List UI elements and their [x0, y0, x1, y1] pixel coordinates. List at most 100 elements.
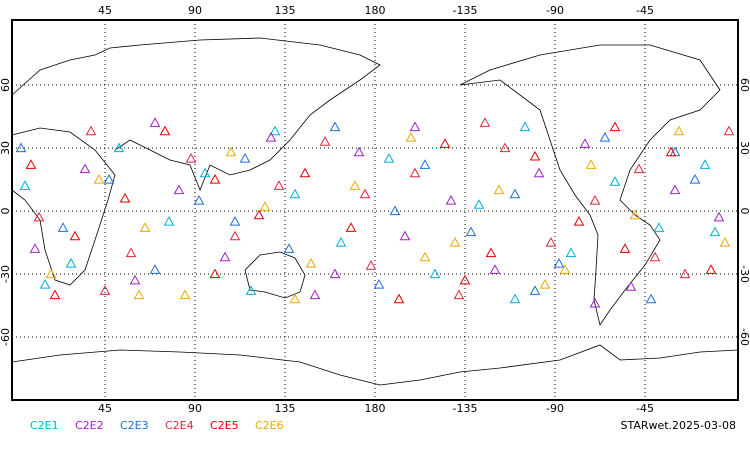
- coastlines: [11, 37, 739, 386]
- triangle-marker: [219, 251, 231, 262]
- x-tick-label-bottom: 180: [365, 402, 386, 415]
- triangle-marker: [609, 176, 621, 186]
- footer: STARwet.2025-03-08: [620, 419, 736, 432]
- triangle-marker: [673, 125, 685, 136]
- triangle-marker: [409, 121, 421, 132]
- triangle-marker: [289, 293, 301, 304]
- asia: [114, 37, 381, 192]
- triangle-marker: [309, 289, 321, 300]
- triangle-marker: [429, 268, 441, 279]
- x-tick-label-top: 135: [275, 4, 296, 17]
- triangle-marker: [689, 173, 701, 184]
- triangle-marker: [383, 152, 395, 163]
- triangle-marker: [113, 142, 125, 153]
- x-tick-label-top: 180: [365, 4, 386, 17]
- triangle-marker: [335, 236, 347, 247]
- legend-entry: C2E6: [255, 419, 284, 432]
- triangle-marker: [33, 211, 45, 222]
- x-tick-label-bottom: -90: [546, 402, 564, 415]
- triangle-marker: [265, 131, 277, 142]
- triangle-marker: [149, 117, 161, 127]
- triangle-marker: [649, 251, 661, 262]
- y-tick-label-left: -30: [0, 265, 12, 283]
- triangle-marker: [45, 268, 57, 279]
- triangle-marker: [579, 138, 591, 148]
- y-tick-label-left: 0: [0, 208, 12, 215]
- triangle-marker: [493, 184, 505, 195]
- triangle-marker: [39, 278, 51, 289]
- triangle-marker: [519, 121, 531, 132]
- x-tick-label-bottom: 90: [188, 402, 202, 415]
- legend-entry: C2E2: [75, 419, 104, 432]
- triangle-marker: [565, 247, 577, 258]
- americas: [459, 44, 721, 326]
- triangle-marker: [399, 230, 411, 241]
- y-tick-label-left: 30: [0, 141, 12, 155]
- y-tick-label-right: 0: [738, 208, 750, 215]
- triangle-marker: [419, 251, 431, 262]
- triangle-marker: [329, 268, 341, 279]
- legend-entry: C2E1: [30, 419, 59, 432]
- triangle-marker: [723, 125, 735, 136]
- triangle-marker: [159, 125, 171, 136]
- triangle-marker: [585, 159, 597, 169]
- x-tick-label-top: -90: [546, 4, 564, 17]
- triangle-marker: [419, 159, 431, 169]
- triangle-marker: [365, 260, 377, 270]
- triangle-marker: [209, 173, 221, 184]
- triangle-marker: [49, 289, 61, 300]
- triangle-marker: [499, 142, 511, 153]
- triangle-marker: [199, 167, 211, 178]
- triangle-marker: [559, 264, 571, 274]
- triangle-marker: [119, 192, 131, 203]
- triangle-marker: [179, 289, 191, 300]
- triangle-marker: [373, 278, 385, 289]
- points: [15, 117, 735, 308]
- triangle-marker: [679, 268, 691, 279]
- triangle-marker: [353, 146, 365, 157]
- triangle-marker: [573, 215, 585, 226]
- triangle-marker: [539, 278, 551, 289]
- triangle-marker: [713, 211, 725, 222]
- triangle-marker: [93, 173, 105, 184]
- triangle-marker: [289, 188, 301, 199]
- triangle-marker: [139, 222, 151, 232]
- triangle-marker: [209, 268, 221, 279]
- triangle-marker: [609, 121, 621, 132]
- triangle-marker: [589, 194, 601, 205]
- triangle-marker: [465, 226, 477, 237]
- triangle-marker: [709, 226, 721, 237]
- triangle-marker: [389, 205, 401, 216]
- triangle-marker: [393, 293, 405, 304]
- grid: [12, 20, 738, 400]
- triangle-marker: [533, 167, 545, 178]
- triangle-marker: [545, 236, 557, 247]
- triangle-marker: [699, 159, 711, 169]
- triangle-marker: [529, 150, 541, 161]
- triangle-marker: [359, 188, 371, 199]
- triangle-marker: [193, 194, 205, 205]
- triangle-marker: [705, 264, 717, 274]
- triangle-marker: [599, 131, 611, 142]
- triangle-marker: [329, 121, 341, 132]
- x-tick-label-top: 45: [98, 4, 112, 17]
- legend-entry: C2E5: [210, 419, 239, 432]
- triangle-marker: [85, 125, 97, 136]
- triangle-marker: [349, 180, 361, 190]
- triangle-marker: [305, 257, 317, 268]
- x-tick-label-bottom: -135: [453, 402, 478, 415]
- legend-entry: C2E4: [165, 419, 194, 432]
- y-tick-label-right: 30: [738, 141, 750, 155]
- antarctica: [11, 344, 739, 386]
- triangle-marker: [665, 146, 677, 157]
- triangle-marker: [509, 293, 521, 304]
- triangle-marker: [645, 293, 657, 304]
- triangle-marker: [345, 222, 357, 232]
- triangle-marker: [19, 180, 31, 190]
- triangle-marker: [669, 184, 681, 195]
- frame: [11, 19, 739, 401]
- triangle-marker: [445, 194, 457, 205]
- triangle-marker: [405, 131, 417, 142]
